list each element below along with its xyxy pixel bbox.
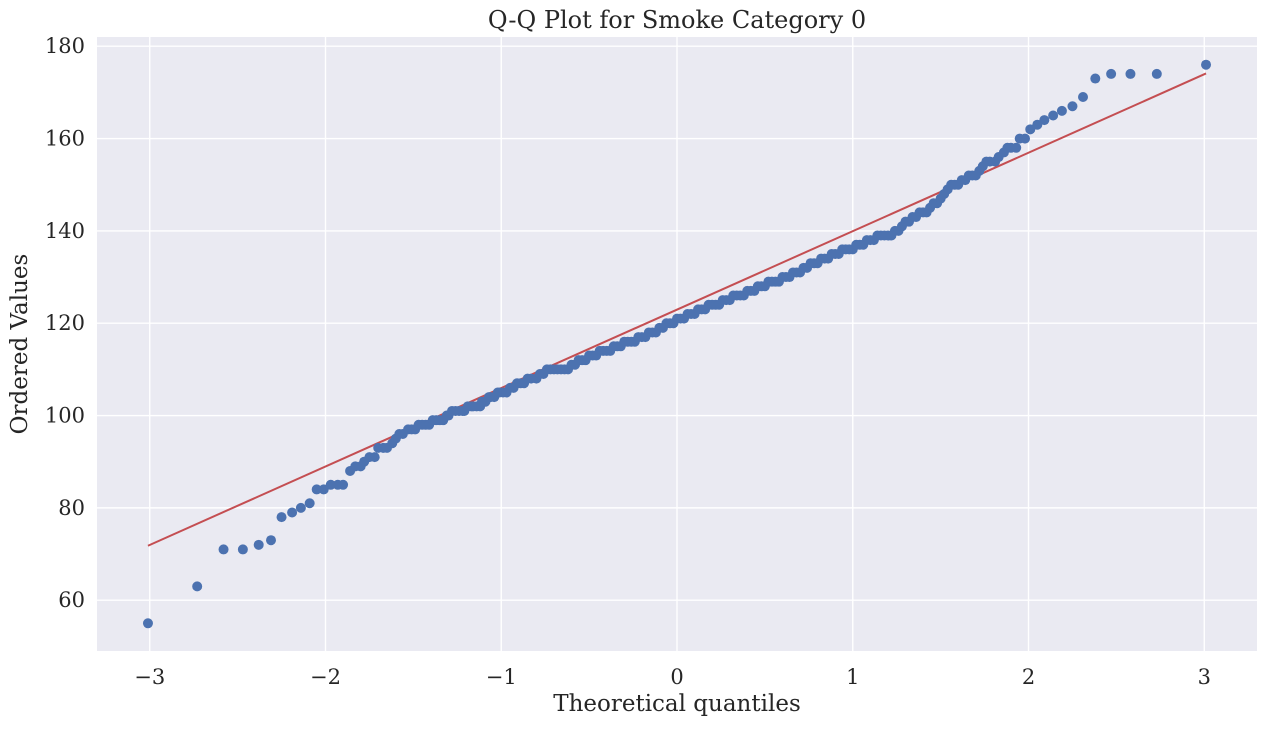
x-tick-label: −3 xyxy=(134,665,165,689)
data-point xyxy=(218,544,229,555)
data-point xyxy=(253,539,264,550)
tick-labels: −3 −2 −1 0 1 2 3 60 80 100 120 140 160 180 xyxy=(45,34,1211,689)
data-point xyxy=(304,498,315,509)
y-tick-label: 80 xyxy=(58,496,85,520)
data-point xyxy=(266,535,276,546)
data-point xyxy=(295,502,306,513)
data-point xyxy=(1201,59,1212,70)
data-point xyxy=(1151,68,1162,79)
data-point xyxy=(1032,119,1043,130)
y-tick-label: 180 xyxy=(45,34,85,58)
data-point xyxy=(1067,101,1078,112)
data-point xyxy=(1039,115,1050,126)
x-tick-label: −2 xyxy=(310,665,341,689)
data-point xyxy=(192,581,203,592)
y-axis-label: Ordered Values xyxy=(7,254,33,435)
data-point xyxy=(1090,73,1101,84)
data-point xyxy=(276,512,287,523)
data-point xyxy=(369,452,380,463)
data-point xyxy=(1056,105,1067,116)
data-point xyxy=(1048,110,1059,121)
fit-line-group xyxy=(147,72,1207,547)
data-point xyxy=(287,507,298,518)
x-tick-label: 0 xyxy=(670,665,683,689)
y-tick-label: 100 xyxy=(45,404,85,428)
data-point xyxy=(1125,68,1136,79)
data-point xyxy=(318,484,329,495)
data-point xyxy=(311,484,322,495)
data-point xyxy=(1025,124,1036,135)
data-point xyxy=(237,544,248,555)
y-tick-label: 140 xyxy=(45,219,85,243)
fit-line xyxy=(147,72,1207,547)
data-point xyxy=(325,479,336,490)
data-point xyxy=(338,479,349,490)
x-axis-label: Theoretical quantiles xyxy=(553,691,801,717)
data-points xyxy=(142,59,1212,629)
data-point xyxy=(1011,142,1022,153)
y-tick-label: 160 xyxy=(45,127,85,151)
y-tick-label: 60 xyxy=(58,588,85,612)
data-point xyxy=(1020,133,1030,144)
data-point xyxy=(142,618,153,629)
x-tick-label: 3 xyxy=(1198,665,1211,689)
x-tick-label: 2 xyxy=(1022,665,1035,689)
data-point xyxy=(1106,68,1117,79)
x-tick-label: −1 xyxy=(486,665,517,689)
y-tick-label: 120 xyxy=(45,311,85,335)
chart-title: Q-Q Plot for Smoke Category 0 xyxy=(488,6,866,34)
data-point xyxy=(1078,92,1088,103)
x-tick-label: 1 xyxy=(846,665,859,689)
